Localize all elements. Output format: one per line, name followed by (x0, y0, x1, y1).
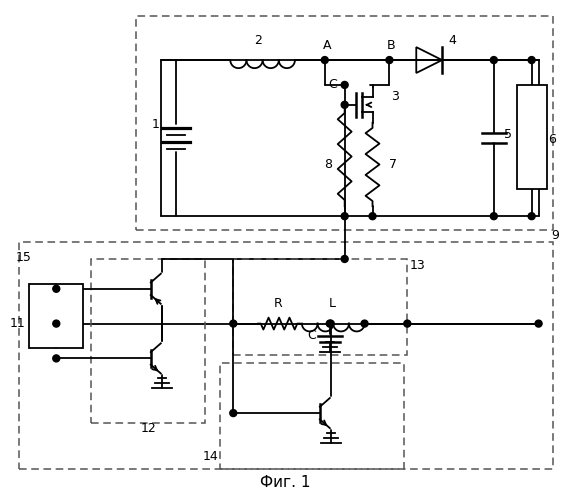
Circle shape (326, 320, 333, 327)
Bar (233, 259, 408, 355)
Circle shape (53, 285, 60, 292)
Bar (30, 284, 83, 348)
Text: C: C (307, 329, 316, 342)
Bar (136, 16, 553, 230)
Circle shape (53, 320, 60, 327)
Text: 7: 7 (389, 158, 397, 171)
Text: Фиг. 1: Фиг. 1 (260, 475, 310, 490)
Circle shape (341, 101, 348, 108)
Circle shape (369, 213, 376, 220)
Text: 8: 8 (324, 158, 332, 171)
Text: 3: 3 (392, 90, 399, 103)
Text: 11: 11 (10, 317, 26, 330)
Text: 15: 15 (15, 251, 31, 264)
Circle shape (321, 56, 328, 63)
Circle shape (327, 320, 334, 327)
Text: 13: 13 (409, 259, 425, 272)
Text: 12: 12 (141, 422, 157, 435)
Text: A: A (323, 39, 331, 52)
Text: 14: 14 (202, 450, 218, 463)
Circle shape (341, 81, 348, 88)
Text: 9: 9 (552, 229, 559, 242)
Text: L: L (329, 297, 336, 310)
Circle shape (341, 255, 348, 262)
Circle shape (528, 56, 535, 63)
Circle shape (53, 355, 60, 362)
Circle shape (490, 213, 497, 220)
Circle shape (386, 56, 393, 63)
Text: B: B (387, 39, 396, 52)
Circle shape (341, 213, 348, 220)
Text: 1: 1 (152, 118, 160, 131)
Text: 6: 6 (548, 133, 556, 146)
Bar (91, 259, 205, 423)
Bar (221, 363, 404, 469)
Circle shape (528, 213, 535, 220)
Text: R: R (274, 297, 282, 310)
Text: 2: 2 (254, 34, 262, 47)
Circle shape (535, 320, 542, 327)
Text: 5: 5 (504, 128, 512, 141)
Bar (516, 85, 547, 189)
Circle shape (490, 56, 497, 63)
Circle shape (230, 410, 237, 417)
Circle shape (361, 320, 368, 327)
Circle shape (404, 320, 411, 327)
Text: 4: 4 (448, 34, 456, 47)
Text: C: C (328, 78, 337, 91)
Circle shape (230, 320, 237, 327)
Bar (19, 242, 553, 469)
